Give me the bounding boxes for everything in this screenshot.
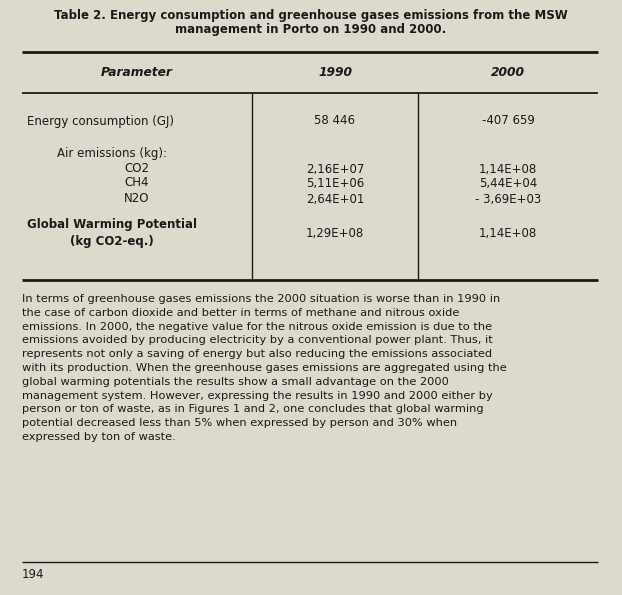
- Text: emissions. In 2000, the negative value for the nitrous oxide emission is due to : emissions. In 2000, the negative value f…: [22, 322, 492, 331]
- Text: 1,29E+08: 1,29E+08: [306, 227, 364, 240]
- Text: 1,14E+08: 1,14E+08: [479, 227, 537, 240]
- Text: management in Porto on 1990 and 2000.: management in Porto on 1990 and 2000.: [175, 23, 447, 36]
- Text: N2O: N2O: [124, 193, 150, 205]
- Text: 1,14E+08: 1,14E+08: [479, 162, 537, 176]
- Text: management system. However, expressing the results in 1990 and 2000 either by: management system. However, expressing t…: [22, 390, 493, 400]
- Text: emissions avoided by producing electricity by a conventional power plant. Thus, : emissions avoided by producing electrici…: [22, 336, 493, 346]
- Text: 194: 194: [22, 568, 45, 581]
- Text: CH4: CH4: [125, 177, 149, 189]
- Text: 58 446: 58 446: [315, 114, 356, 127]
- Text: Table 2. Energy consumption and greenhouse gases emissions from the MSW: Table 2. Energy consumption and greenhou…: [54, 9, 568, 22]
- Text: In terms of greenhouse gases emissions the 2000 situation is worse than in 1990 : In terms of greenhouse gases emissions t…: [22, 294, 500, 304]
- Text: 2,16E+07: 2,16E+07: [306, 162, 364, 176]
- Text: CO2: CO2: [124, 162, 149, 176]
- Text: potential decreased less than 5% when expressed by person and 30% when: potential decreased less than 5% when ex…: [22, 418, 457, 428]
- Text: Parameter: Parameter: [101, 66, 173, 79]
- Text: the case of carbon dioxide and better in terms of methane and nitrous oxide: the case of carbon dioxide and better in…: [22, 308, 460, 318]
- Text: represents not only a saving of energy but also reducing the emissions associate: represents not only a saving of energy b…: [22, 349, 492, 359]
- Text: 5,11E+06: 5,11E+06: [306, 177, 364, 189]
- Text: with its production. When the greenhouse gases emissions are aggregated using th: with its production. When the greenhouse…: [22, 363, 507, 373]
- Text: 1990: 1990: [318, 66, 352, 79]
- Text: global warming potentials the results show a small advantage on the 2000: global warming potentials the results sh…: [22, 377, 449, 387]
- Text: 5,44E+04: 5,44E+04: [479, 177, 537, 189]
- Text: 2,64E+01: 2,64E+01: [306, 193, 364, 205]
- Text: Air emissions (kg):: Air emissions (kg):: [57, 146, 167, 159]
- Text: Global Warming Potential
(kg CO2-eq.): Global Warming Potential (kg CO2-eq.): [27, 218, 197, 248]
- Text: Energy consumption (GJ): Energy consumption (GJ): [27, 114, 174, 127]
- Text: person or ton of waste, as in Figures 1 and 2, one concludes that global warming: person or ton of waste, as in Figures 1 …: [22, 405, 484, 414]
- Text: -407 659: -407 659: [481, 114, 534, 127]
- Text: expressed by ton of waste.: expressed by ton of waste.: [22, 432, 176, 442]
- Text: 2000: 2000: [491, 66, 525, 79]
- Text: - 3,69E+03: - 3,69E+03: [475, 193, 541, 205]
